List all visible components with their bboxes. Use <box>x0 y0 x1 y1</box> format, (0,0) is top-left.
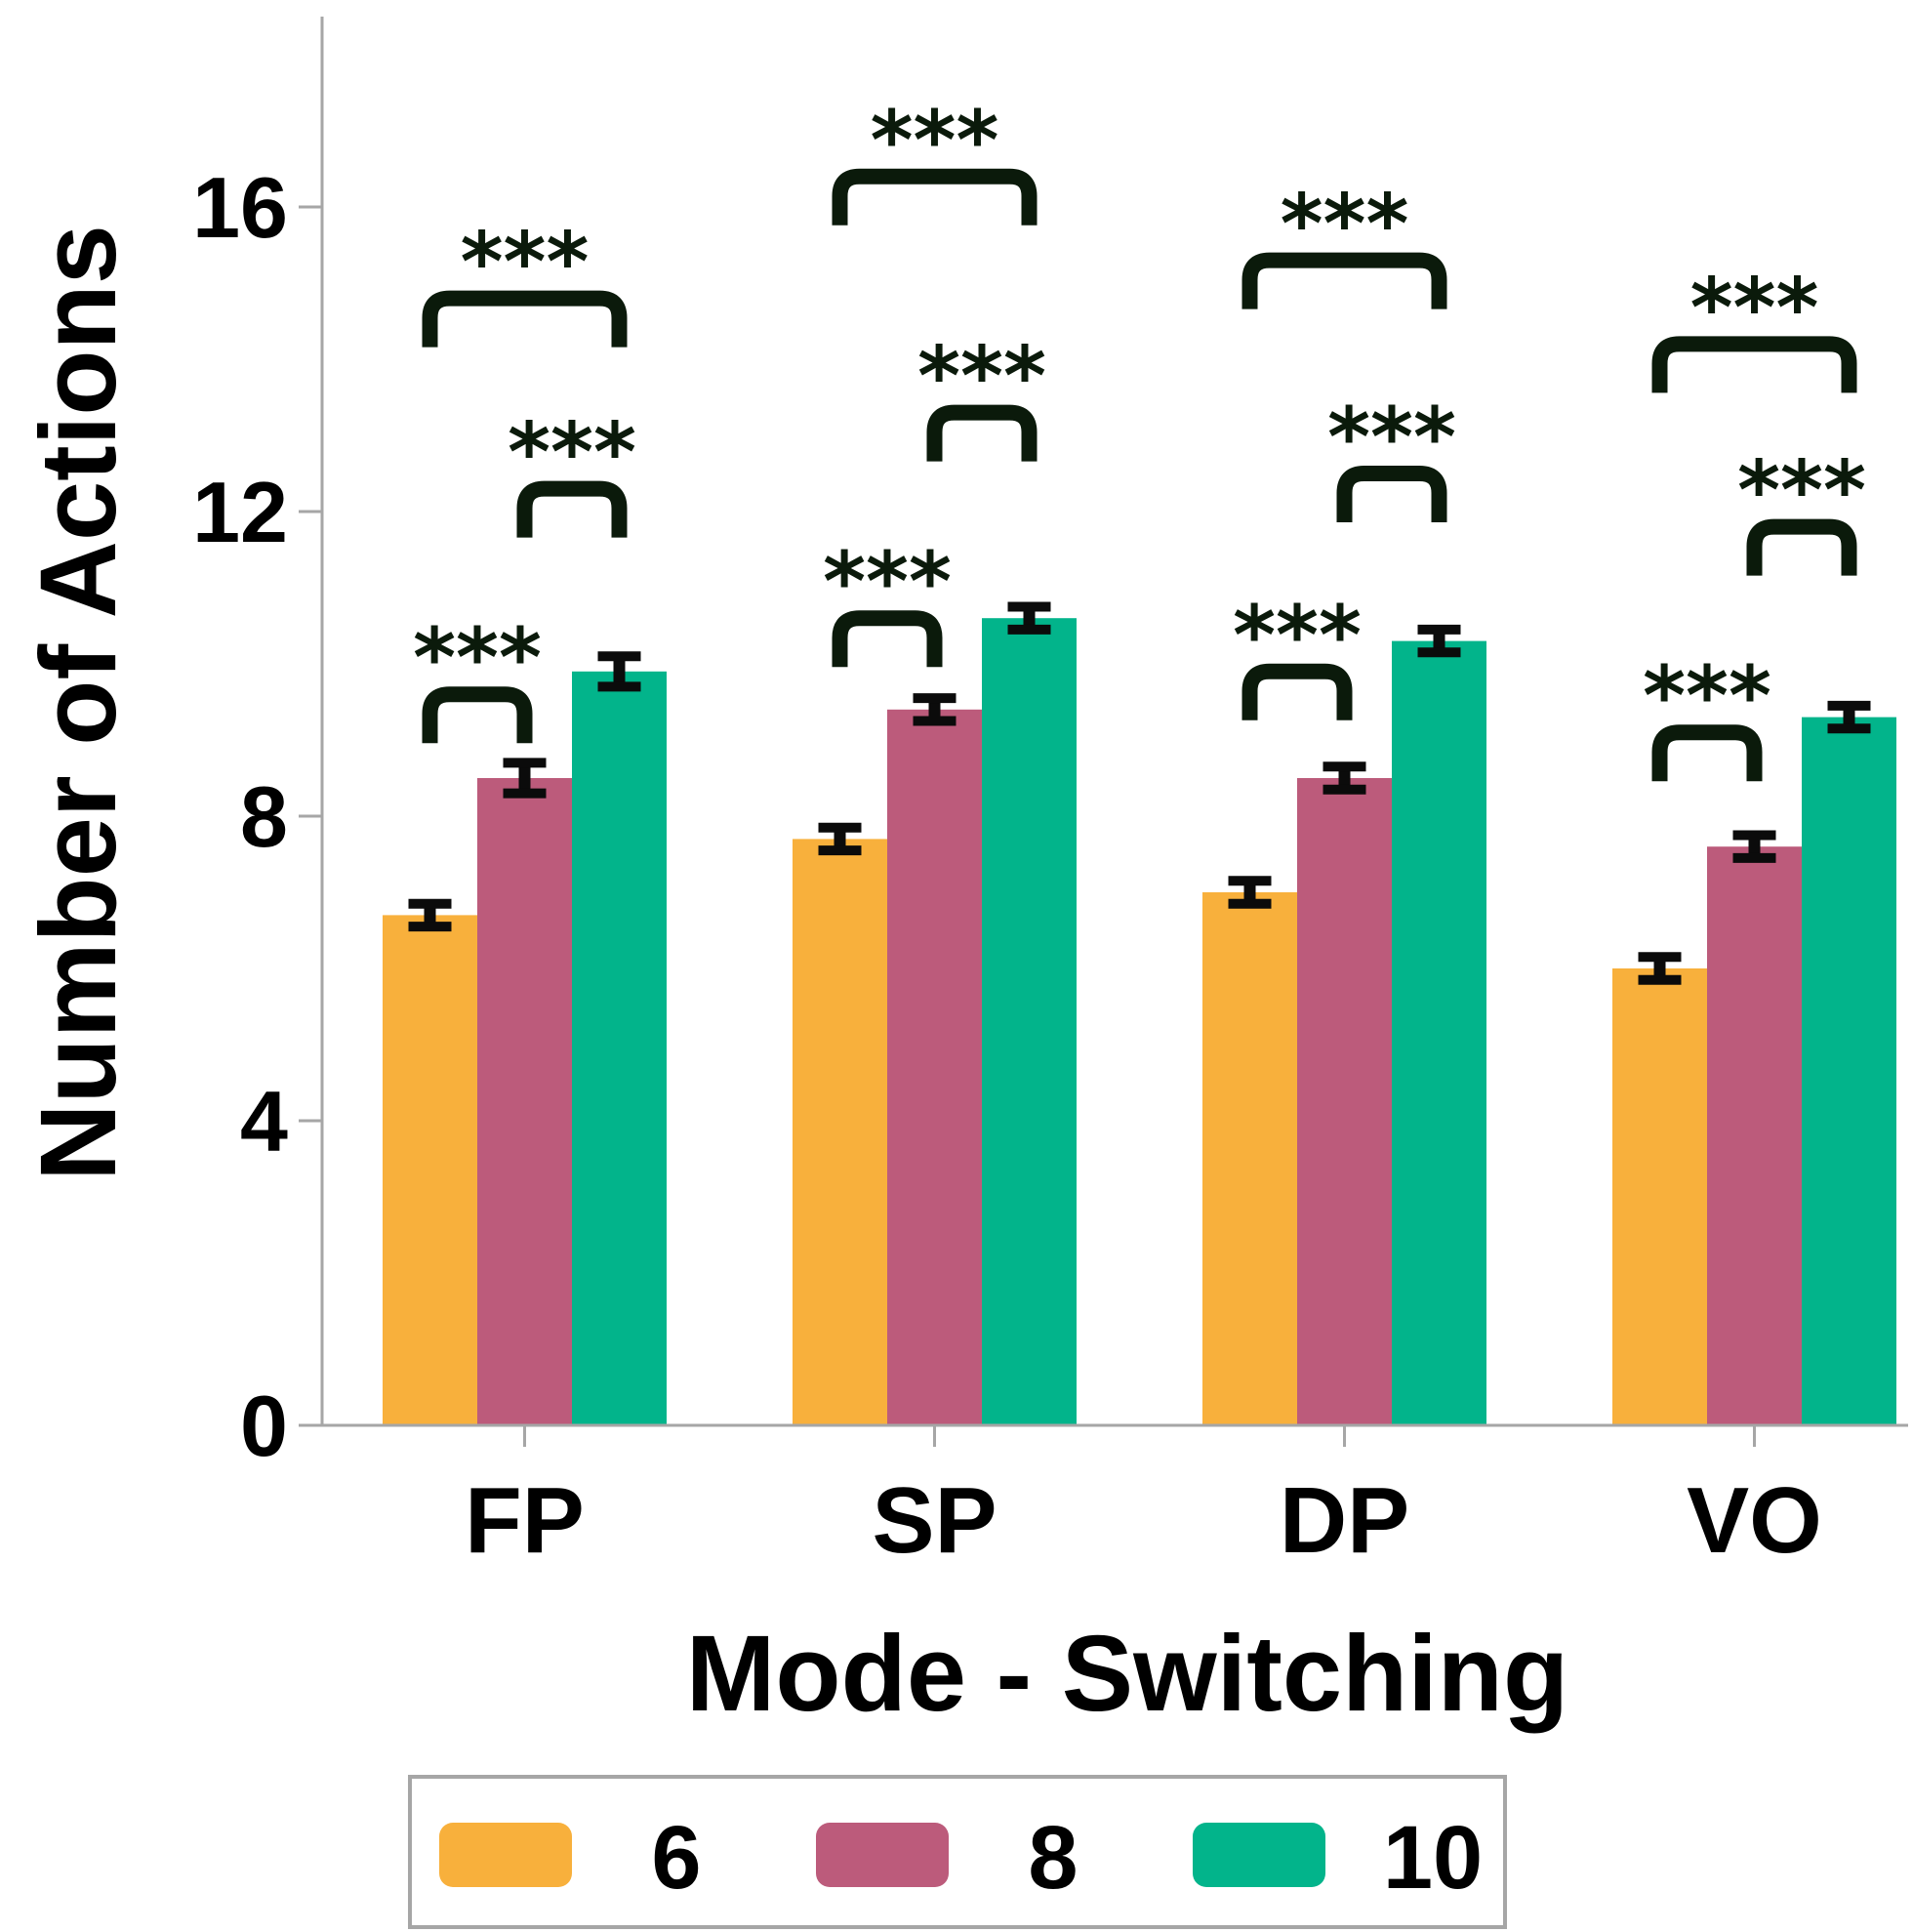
y-tick-label-12: 12 <box>192 464 288 560</box>
error-bar-dp-6 <box>1228 876 1272 909</box>
x-tick-label-dp: DP <box>1280 1468 1409 1573</box>
legend-label-10: 10 <box>1383 1808 1483 1908</box>
significance-label: *** <box>871 93 999 188</box>
significance-bracket-fp-0-1 <box>422 686 533 744</box>
bar-dp-10 <box>1392 640 1486 1425</box>
legend-label-6: 6 <box>651 1808 701 1908</box>
bar-vo-8 <box>1707 846 1802 1425</box>
error-bar-vo-8 <box>1732 830 1776 863</box>
bar-vo-10 <box>1802 717 1896 1425</box>
significance-bracket-dp-0-1 <box>1241 663 1353 720</box>
bar-sp-6 <box>793 839 887 1425</box>
x-tick-label-vo: VO <box>1687 1468 1822 1573</box>
axes-layer: 0 4 8 12 16 FP SP DP VO Mode - Switching Number of… <box>19 17 1908 1734</box>
significance-label: *** <box>1690 260 1819 355</box>
significance-bracket-vo-1-2 <box>1746 518 1857 576</box>
error-bar-sp-10 <box>1007 601 1051 635</box>
x-axis-title: Mode - Switching <box>686 1614 1568 1734</box>
significance-bracket-sp-0-2 <box>832 168 1038 226</box>
legend-swatch-10 <box>1193 1823 1325 1887</box>
significance-label: *** <box>508 405 636 501</box>
error-bar-vo-10 <box>1827 700 1871 734</box>
bar-dp-6 <box>1202 892 1297 1425</box>
bar-dp-8 <box>1297 778 1392 1425</box>
error-bar-sp-6 <box>818 822 862 856</box>
significance-bracket-dp-0-2 <box>1241 252 1447 309</box>
significance-label: *** <box>1327 390 1456 485</box>
bars-layer <box>383 618 1896 1425</box>
bar-vo-6 <box>1612 968 1707 1425</box>
significance-label: *** <box>1643 648 1771 744</box>
error-bar-fp-6 <box>408 898 452 932</box>
y-tick-label-0: 0 <box>240 1377 288 1474</box>
bar-sp-10 <box>982 618 1077 1425</box>
error-bar-vo-6 <box>1638 952 1682 985</box>
significance-bracket-dp-1-2 <box>1336 466 1447 522</box>
bar-sp-8 <box>887 709 982 1425</box>
significance-label: *** <box>1233 588 1362 683</box>
significance-bracket-sp-0-1 <box>832 610 943 668</box>
bar-fp-8 <box>477 778 572 1425</box>
x-tick-label-fp: FP <box>465 1468 585 1573</box>
significance-bracket-vo-0-1 <box>1651 724 1763 782</box>
error-bar-sp-8 <box>913 693 956 726</box>
significance-bracket-vo-0-2 <box>1651 336 1857 393</box>
error-bar-fp-10 <box>597 651 641 692</box>
significance-label: *** <box>461 215 590 310</box>
legend-swatch-6 <box>439 1823 572 1887</box>
significance-bracket-fp-1-2 <box>516 480 628 538</box>
significance-label: *** <box>917 329 1046 425</box>
error-bar-fp-8 <box>503 758 547 799</box>
y-tick-label-16: 16 <box>192 159 288 256</box>
legend: 6 8 10 <box>408 1775 1507 1929</box>
significance-label: *** <box>823 534 952 630</box>
y-axis-title: Number of Actions <box>19 225 139 1181</box>
y-tick-label-4: 4 <box>240 1073 288 1170</box>
x-tick-label-sp: SP <box>872 1468 997 1573</box>
legend-swatch-8 <box>816 1823 949 1887</box>
error-bar-dp-10 <box>1417 624 1461 658</box>
significance-label: *** <box>1737 443 1866 539</box>
significance-label: *** <box>413 610 542 706</box>
y-tick-label-8: 8 <box>240 768 288 865</box>
significance-label: *** <box>1281 177 1409 272</box>
significance-layer: *** *** *** *** *** *** *** *** *** *** *** *** <box>413 93 1866 782</box>
legend-label-8: 8 <box>1028 1808 1078 1908</box>
significance-bracket-sp-1-2 <box>926 404 1038 462</box>
bar-fp-6 <box>383 915 477 1425</box>
error-bar-dp-8 <box>1323 761 1366 795</box>
error-bars-layer <box>408 601 1871 985</box>
legend-frame <box>408 1775 1507 1929</box>
bar-fp-10 <box>572 671 667 1425</box>
significance-bracket-fp-0-2 <box>422 290 628 348</box>
